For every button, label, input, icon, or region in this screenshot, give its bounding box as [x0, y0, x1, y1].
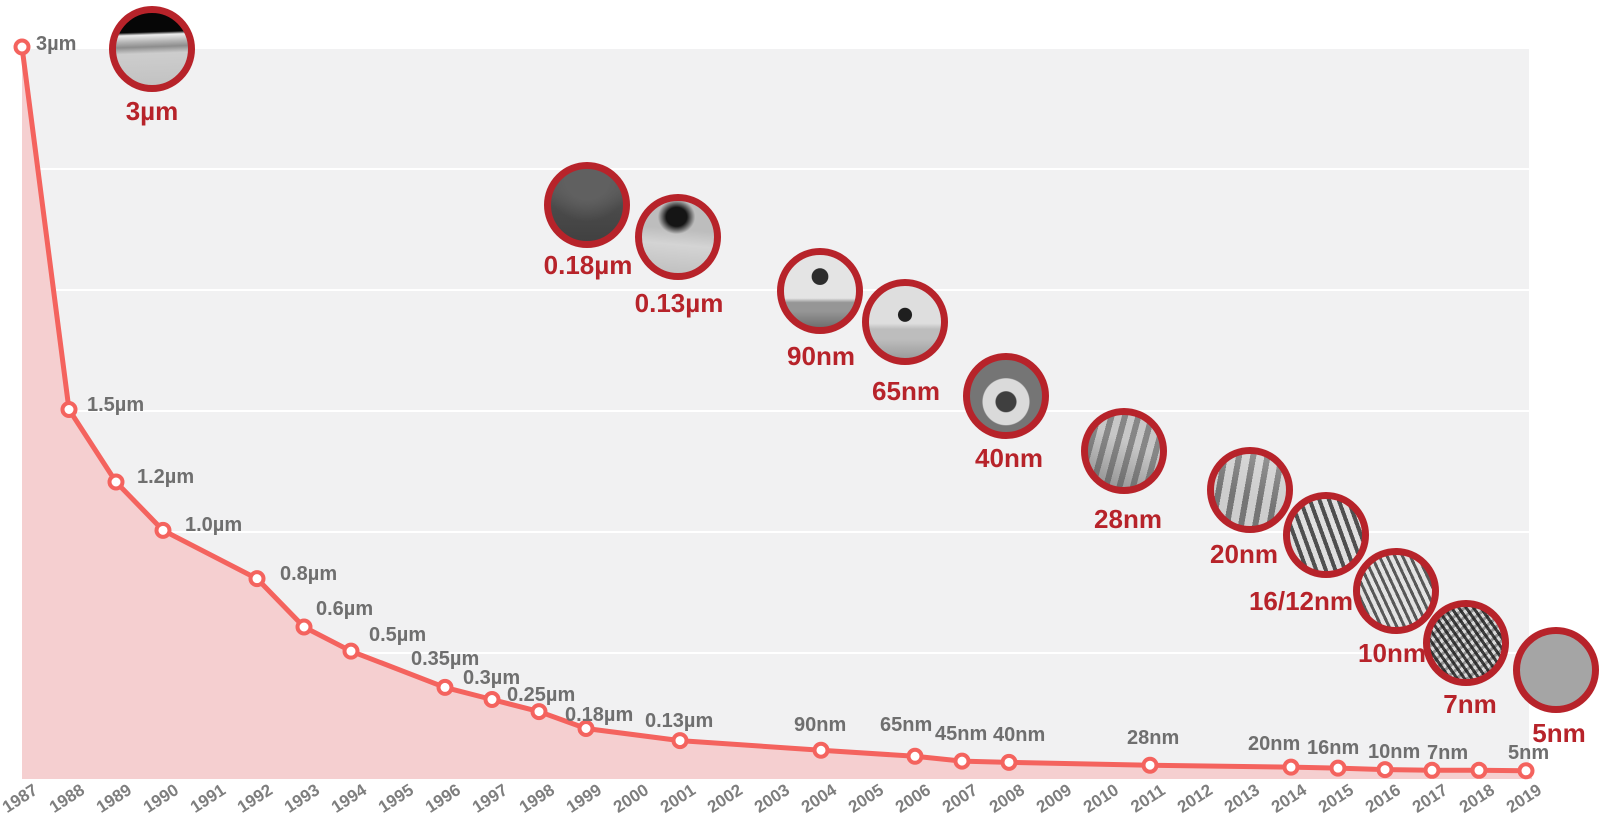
data-point-marker — [953, 752, 971, 770]
milestone-caption: 0.18µm — [543, 250, 633, 280]
sem-micrograph-1612nm-icon — [1283, 492, 1369, 578]
data-point-label: 16nm — [1307, 737, 1360, 760]
data-point-label: 1.5µm — [87, 393, 145, 416]
sem-micrograph-013um-icon — [635, 194, 721, 280]
data-point-label: 5nm — [1508, 741, 1550, 764]
data-point-marker — [60, 401, 78, 418]
data-point-label: 0.5µm — [369, 624, 427, 647]
sem-micrograph-7nm-icon — [1423, 600, 1509, 686]
data-point-label: 0.25µm — [507, 683, 576, 706]
sem-micrograph-018um-icon — [544, 162, 630, 248]
data-point-label: 7nm — [1427, 742, 1469, 765]
data-point-label: 1.0µm — [185, 514, 243, 537]
data-point-marker — [13, 38, 31, 56]
milestone-caption: 5nm — [1532, 718, 1586, 748]
data-point-marker — [577, 720, 595, 737]
data-point-marker — [483, 691, 501, 708]
data-point-label: 20nm — [1248, 733, 1301, 756]
sem-micrograph-3um-icon — [109, 6, 195, 92]
data-point-label: 45nm — [935, 723, 988, 746]
data-point-marker — [1282, 758, 1300, 776]
data-point-marker — [248, 570, 266, 588]
data-point-label: 40nm — [993, 724, 1046, 747]
render-5nm-gray-circle-icon — [1513, 627, 1599, 713]
data-point-marker — [812, 741, 830, 759]
data-point-marker — [1329, 759, 1347, 777]
milestone-caption: 65nm — [872, 376, 940, 406]
data-point-marker — [295, 618, 313, 636]
milestone-caption: 90nm — [787, 341, 855, 371]
data-point-marker — [1423, 761, 1441, 779]
data-point-label: 65nm — [880, 714, 933, 737]
sem-micrograph-10nm-icon — [1353, 548, 1439, 634]
area-fill — [22, 47, 1532, 779]
data-point-marker — [530, 703, 548, 721]
sem-micrograph-28nm-icon — [1081, 408, 1167, 494]
data-point-label: 28nm — [1127, 727, 1180, 750]
milestone-caption: 7nm — [1443, 689, 1497, 719]
data-point-marker — [436, 678, 454, 696]
data-point-marker — [1517, 762, 1535, 780]
data-point-marker — [1470, 761, 1488, 779]
data-point-label: 0.35µm — [411, 648, 480, 671]
milestone-caption: 20nm — [1210, 539, 1278, 569]
data-point-label: 90nm — [794, 714, 847, 737]
data-point-marker — [154, 521, 172, 539]
sem-micrograph-40nm-icon — [963, 353, 1049, 439]
data-point-label: 0.18µm — [565, 703, 634, 726]
data-point-label: 3µm — [36, 33, 77, 55]
data-point-marker — [906, 747, 924, 765]
data-point-marker — [1000, 753, 1018, 771]
milestone-caption: 3µm — [125, 96, 179, 126]
data-point-marker — [1141, 756, 1159, 774]
sem-micrograph-20nm-icon — [1207, 447, 1293, 533]
sem-micrograph-90nm-icon — [777, 248, 863, 334]
data-point-marker — [671, 732, 689, 750]
data-point-label: 1.2µm — [137, 466, 195, 488]
milestone-caption: 10nm — [1358, 638, 1426, 668]
milestone-caption: 28nm — [1094, 504, 1162, 534]
data-point-marker — [1376, 761, 1394, 779]
data-point-label: 10nm — [1368, 740, 1421, 763]
milestone-caption: 0.13µm — [634, 288, 724, 318]
data-point-label: 0.3µm — [463, 666, 521, 689]
sem-micrograph-65nm-icon — [862, 279, 948, 365]
data-point-label: 0.8µm — [280, 562, 338, 585]
milestone-caption: 40nm — [975, 443, 1043, 473]
data-point-marker — [342, 642, 360, 660]
data-point-label: 0.13µm — [645, 709, 714, 732]
milestone-caption: 16/12nm — [1248, 586, 1354, 616]
data-point-label: 0.6µm — [316, 598, 374, 620]
data-point-marker — [107, 473, 125, 491]
